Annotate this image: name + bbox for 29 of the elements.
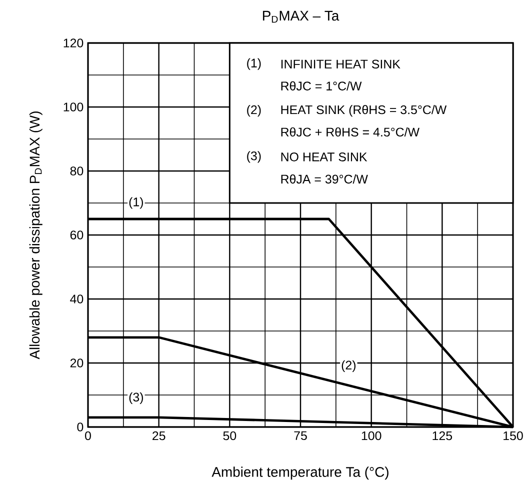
y-tick-label: 80 [70, 166, 84, 176]
y-tick-label: 0 [77, 422, 84, 432]
y-tick-label: 60 [70, 230, 84, 240]
x-tick-label: 0 [85, 431, 91, 440]
series-label: (2) [342, 360, 356, 372]
annotation: HEAT SINK (RθHS = 3.5°C/W [281, 105, 447, 117]
text: (3) [247, 151, 261, 163]
text: (1) [247, 58, 261, 70]
x-axis-title: Ambient temperature Ta (°C) [212, 466, 388, 480]
annotation: RθJC + RθHS = 4.5°C/W [281, 127, 420, 137]
x-tick-label: 50 [223, 431, 236, 440]
x-tick-label: 150 [504, 431, 523, 440]
text: (2) [247, 105, 261, 117]
y-tick-label: 20 [70, 358, 84, 368]
annotation: NO HEAT SINK [281, 152, 368, 162]
y-tick-label: 120 [64, 38, 84, 48]
series-label: (1) [129, 197, 144, 209]
x-tick-label: 25 [152, 431, 166, 440]
series-label: (3) [129, 392, 144, 404]
annotation: RθJC = 1°C/W [281, 81, 362, 90]
annotation: RθJA = 39°C/W [281, 174, 368, 184]
x-tick-label: 75 [294, 431, 307, 440]
y-tick-label: 40 [70, 294, 84, 304]
chart-title: P$_{D}$MAX – Ta [262, 10, 340, 23]
y-axis-title: Allowable power dissipation P$_{D}$MAX (W) [29, 112, 42, 360]
annotation: INFINITE HEAT SINK [281, 60, 400, 69]
y-tick-label: 100 [64, 102, 84, 112]
x-tick-label: 125 [432, 431, 452, 440]
x-tick-label: 100 [362, 431, 382, 440]
